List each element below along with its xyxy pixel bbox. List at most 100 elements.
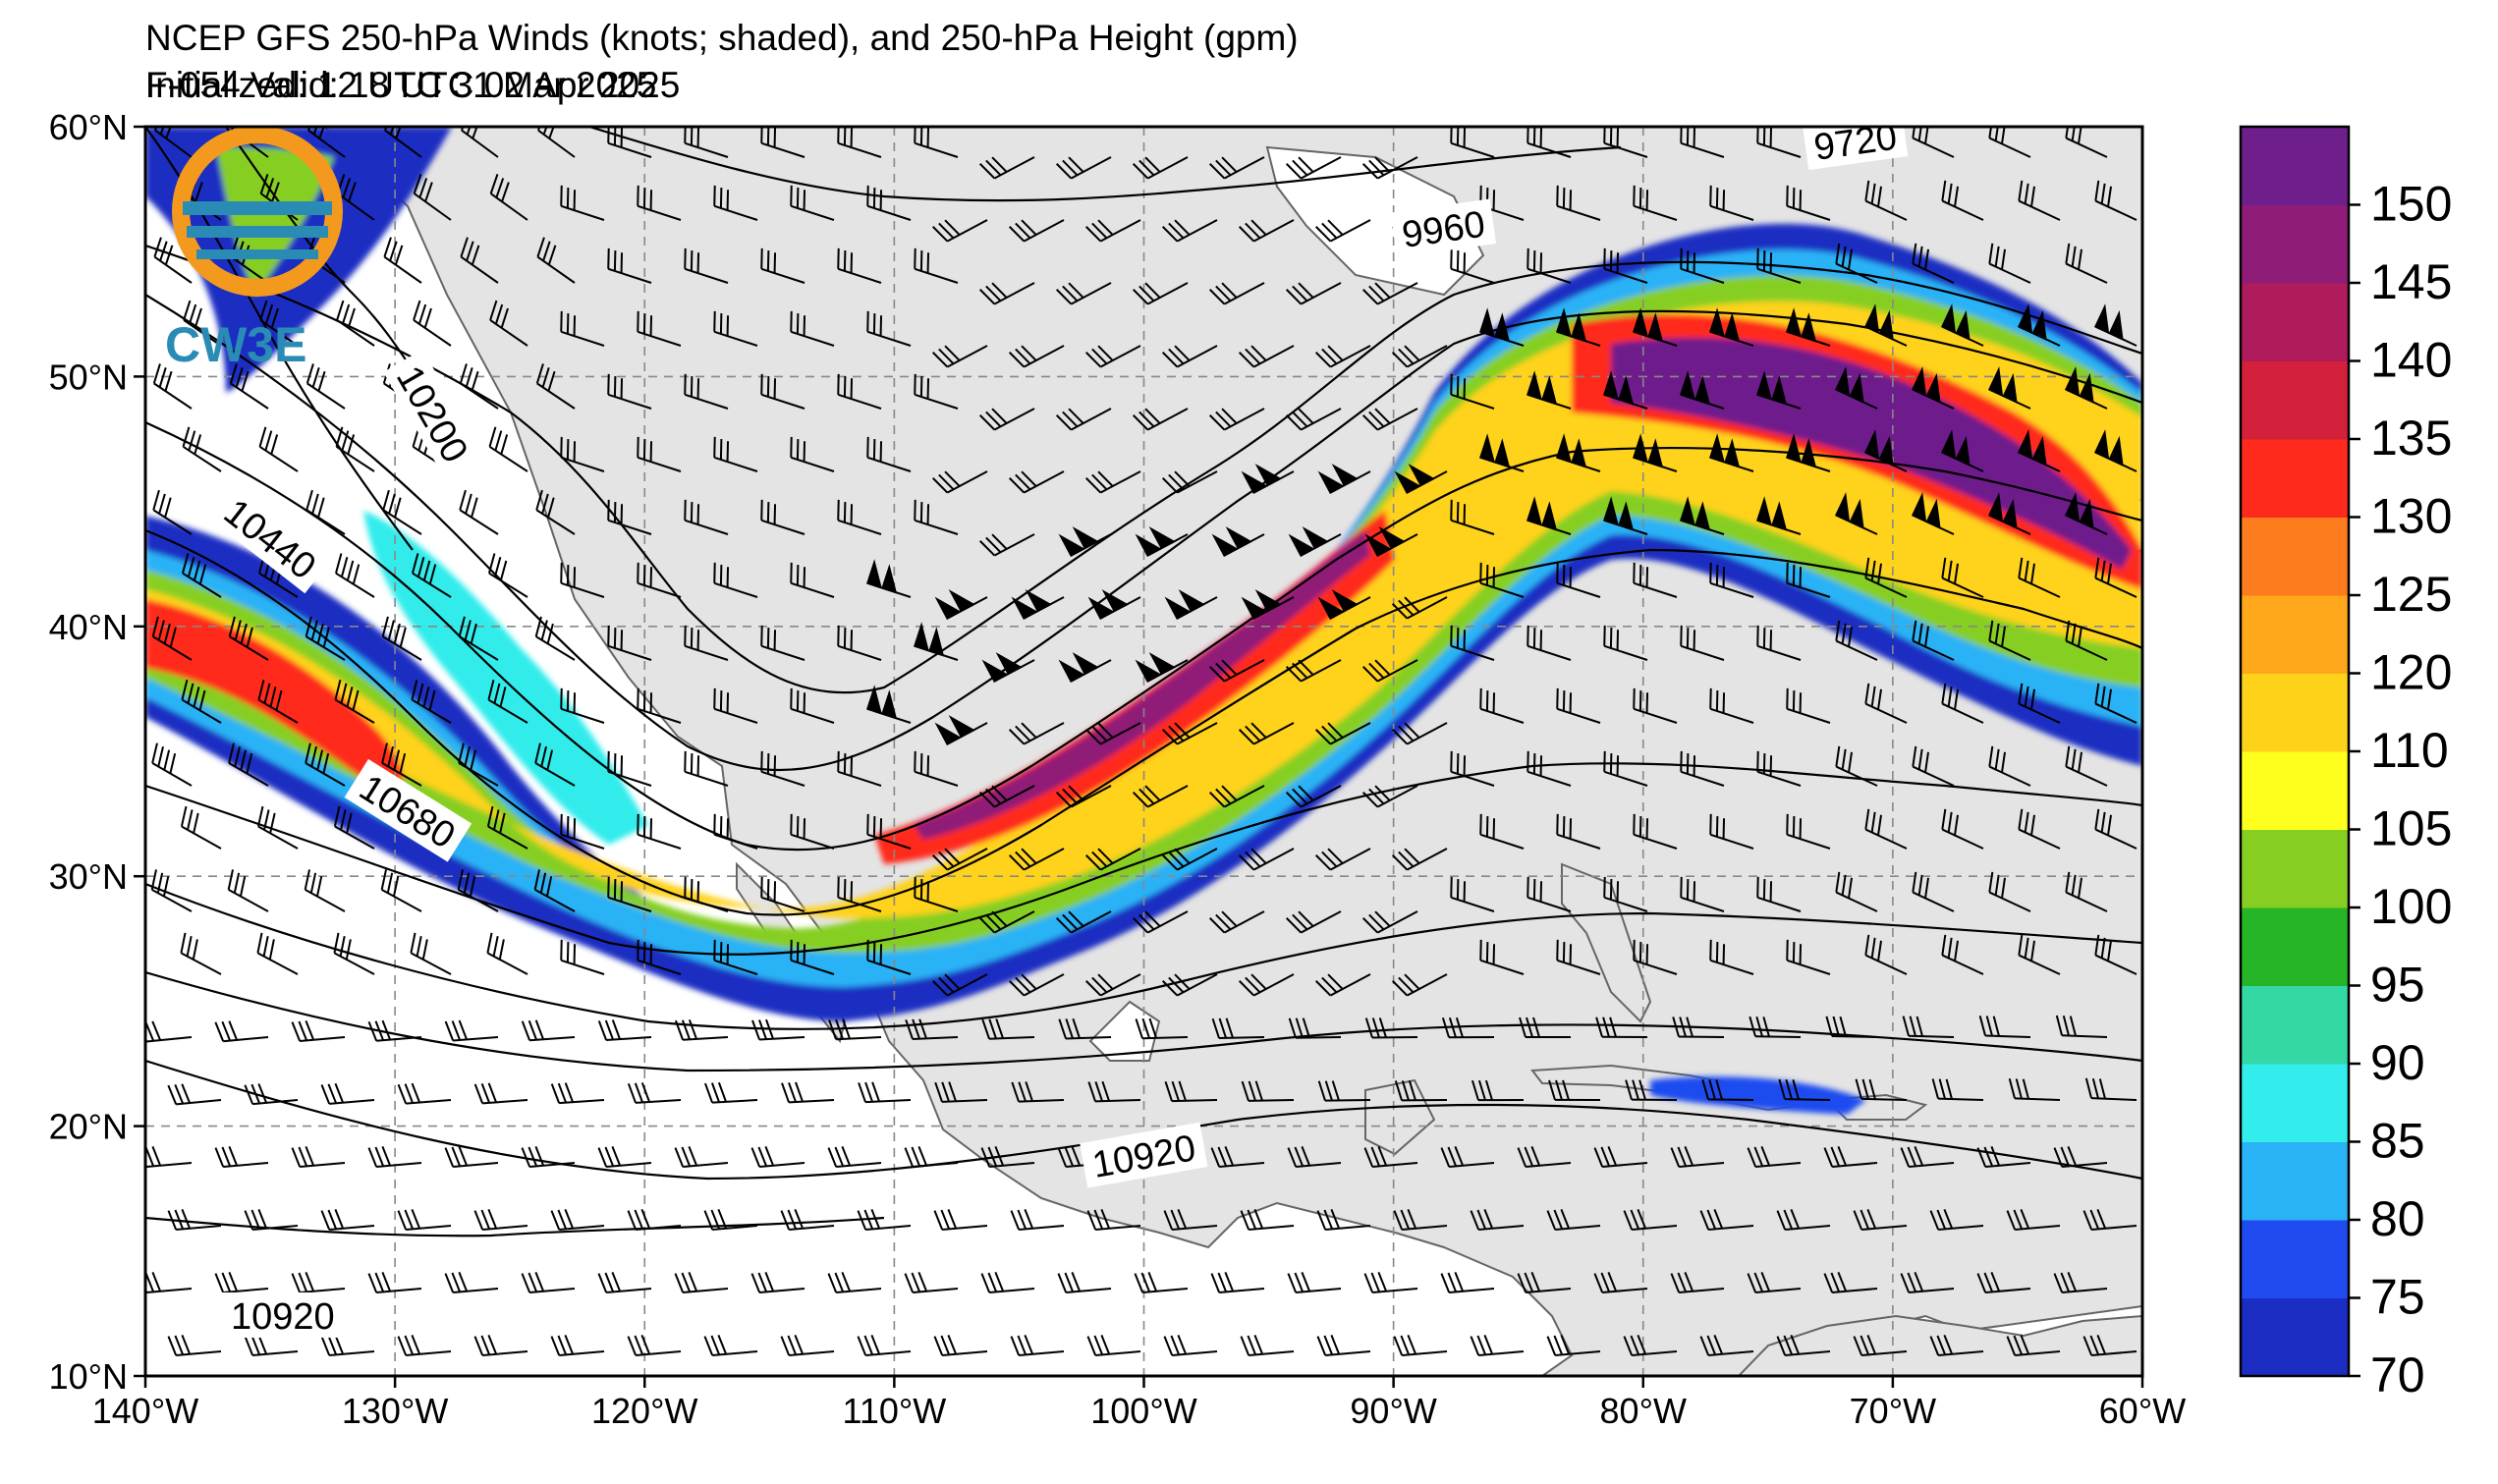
wind-barb [1364,526,1418,557]
wind-barb [1941,180,1984,221]
wind-barb [1987,366,2031,410]
wind-barb [1287,1272,1342,1294]
wind-barb [981,652,1035,683]
wind-barb [1912,243,1955,284]
south-america-land [1737,1314,2142,1376]
wind-barb [228,616,269,661]
wind-barb [305,363,346,410]
wind-barb [1680,127,1725,158]
wind-barb [1285,785,1342,808]
wind-barb [1241,464,1295,494]
wind-barb [1747,1272,1802,1294]
wind-barb [1709,813,1754,850]
wind-barb [1670,1272,1725,1294]
colorbar-label: 95 [2370,958,2425,1013]
wind-barb [713,310,758,347]
wind-barb [1864,934,1908,975]
wind-barb [1941,934,1984,975]
logo-wave-1 [183,201,332,215]
wind-barb [1285,282,1342,305]
wind-barb [1057,1272,1112,1294]
wind-barb [1941,683,1984,724]
wind-barb [1393,1335,1448,1357]
wind-barb [837,876,882,912]
wind-barb [713,436,758,472]
wind-barb [383,237,422,284]
wind-barb [1135,652,1189,683]
wind-barb [866,310,912,347]
wind-barb [1391,345,1448,368]
logo-text: CW3E [165,317,306,372]
wind-barb [1912,871,1955,912]
lon-label: 110°W [842,1391,946,1431]
wind-barb [2094,180,2137,221]
wind-barb [637,562,682,598]
colorbar-segment [2241,439,2349,518]
wind-barb [1288,526,1342,557]
wind-barb [980,1146,1035,1169]
wind-barb [2082,1335,2137,1357]
wind-barb [931,470,988,494]
wind-barb [305,742,346,787]
wind-barb [535,363,576,410]
wind-barb [1855,1078,1908,1101]
wind-barb [1161,973,1218,997]
wind-barb [1135,526,1189,557]
colorbar-label: 145 [2370,254,2452,309]
wind-barb [1479,813,1525,850]
latitude-labels: 60°N 50°N 40°N 30°N 20°N 10°N [49,107,128,1397]
wind-barb [291,1020,346,1043]
wind-barb [684,876,729,912]
wind-barb [684,373,729,410]
wind-barb [1679,496,1725,535]
wind-barb [413,300,452,347]
wind-barb [1864,808,1908,850]
wind-barb [1603,750,1648,787]
wind-barb [781,1081,835,1104]
lon-label: 80°W [1600,1391,1687,1431]
wind-barb [1084,973,1141,997]
wind-barb [914,373,959,410]
wind-barb [1363,1146,1418,1169]
wind-barb [837,127,882,158]
wind-barb [1747,1146,1802,1169]
lon-label: 90°W [1350,1391,1436,1431]
wind-barb [1603,247,1648,284]
wind-barb [627,1082,682,1104]
wind-barb [637,185,682,221]
wind-barbs [145,127,2137,1357]
wind-barb [1749,1016,1802,1038]
wind-barb [1864,180,1908,221]
wind-barb [458,616,499,661]
wind-barb [1314,848,1371,871]
wind-barb [444,1019,499,1042]
wind-barb [227,869,269,912]
wind-barb [2093,429,2137,472]
wind-barb [637,939,682,975]
wind-barb [931,973,988,997]
wind-barb [1084,470,1141,494]
wind-barb [1478,307,1525,347]
wind-barb [713,185,758,221]
wind-barb [1314,722,1371,745]
wind-barb [1479,687,1525,724]
wind-barb [550,1335,605,1357]
colorbar-label: 110 [2370,723,2449,778]
wind-barb [684,750,729,787]
wind-barb [320,1335,375,1357]
wind-barb [521,1272,576,1294]
colorbar-segment [2241,1297,2349,1377]
wind-barb [382,489,422,535]
wind-barb [1011,589,1065,620]
lon-label: 100°W [1090,1391,1196,1431]
wind-barb [1317,464,1371,494]
wind-barb [1555,307,1601,347]
wind-barb [1363,1272,1418,1294]
wind-barb [459,363,499,410]
logo-orange-ring [172,126,343,297]
wind-barb [1603,876,1648,912]
wind-barb [827,1146,882,1169]
wind-barb [934,589,988,620]
wind-barb [2064,492,2108,535]
